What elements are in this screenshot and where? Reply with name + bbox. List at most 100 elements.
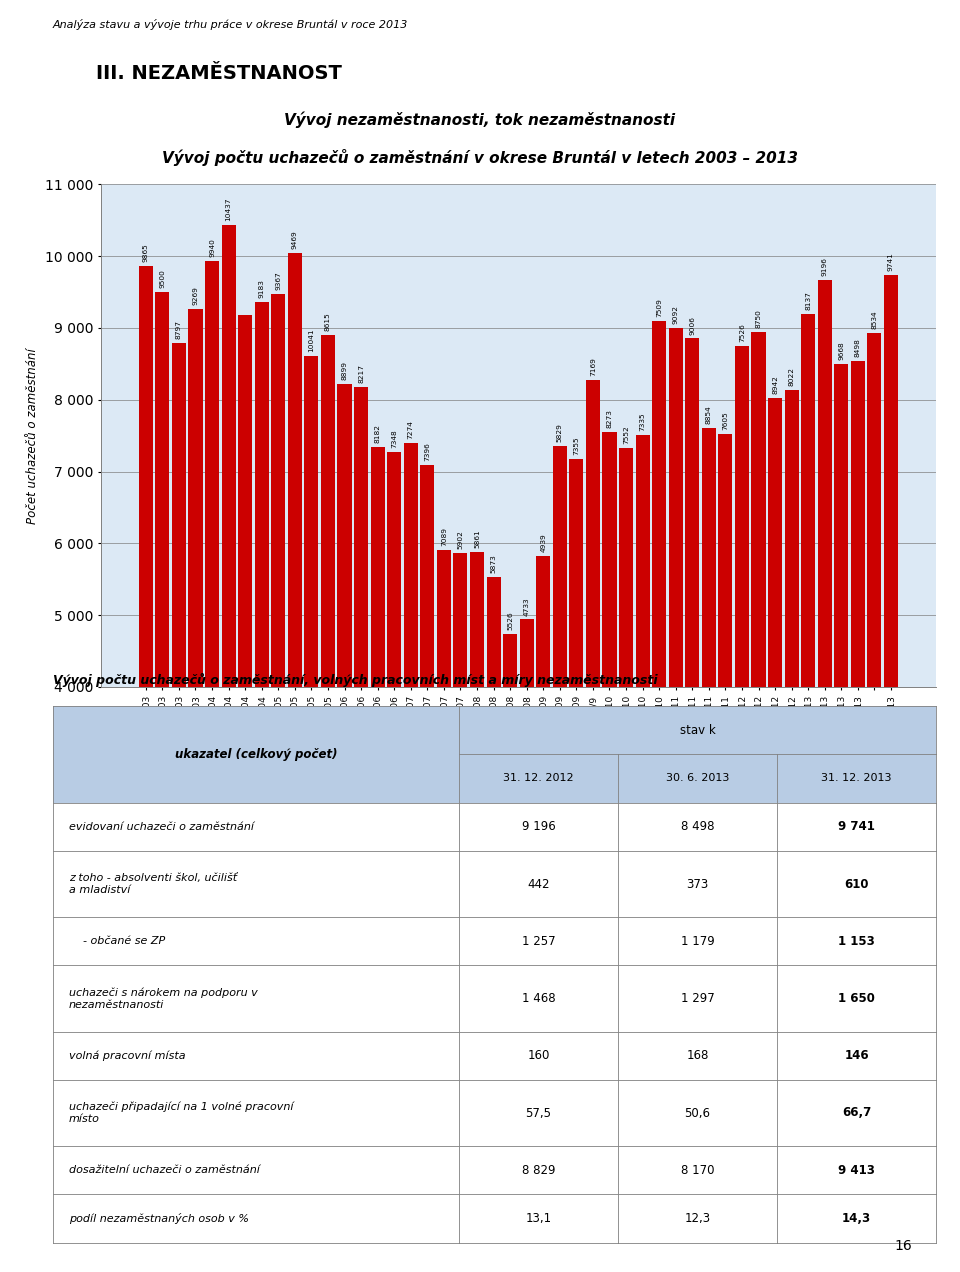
Text: 8942: 8942 (772, 375, 778, 394)
Text: 9741: 9741 (888, 252, 894, 271)
Text: 8182: 8182 (374, 424, 381, 443)
Text: 10437: 10437 (226, 197, 231, 221)
Text: 31. 12. 2013: 31. 12. 2013 (821, 773, 892, 784)
Text: 8797: 8797 (176, 319, 182, 338)
Text: 8899: 8899 (342, 361, 348, 380)
Text: 8137: 8137 (805, 291, 811, 310)
Bar (702, 429, 716, 974)
Text: Vývoj počtu uchazečů o zaměstnání, volných pracovních míst a míry nezaměstnanost: Vývoj počtu uchazečů o zaměstnání, volný… (53, 673, 658, 687)
Text: 9183: 9183 (259, 279, 265, 298)
Text: volná pracovní místa: volná pracovní místa (69, 1051, 185, 1061)
Bar (321, 336, 335, 974)
Text: z toho - absolventi škol, učilišť
a mladiství: z toho - absolventi škol, učilišť a mlad… (69, 874, 237, 894)
Text: 373: 373 (686, 878, 708, 890)
Text: 5829: 5829 (557, 424, 563, 443)
Bar (768, 398, 782, 974)
Bar (718, 434, 732, 974)
Bar (453, 553, 468, 974)
Text: 610: 610 (844, 878, 869, 890)
Bar (437, 551, 451, 974)
Bar (652, 322, 666, 974)
X-axis label: Vývoj v letech 2003 - 2013: Vývoj v letech 2003 - 2013 (415, 734, 622, 749)
Text: 31. 12. 2012: 31. 12. 2012 (503, 773, 574, 784)
Text: 5526: 5526 (507, 612, 514, 631)
Bar (669, 328, 683, 974)
Text: 160: 160 (527, 1049, 550, 1062)
Text: 4939: 4939 (540, 533, 546, 552)
Text: 7509: 7509 (656, 299, 662, 318)
Text: 9269: 9269 (193, 286, 199, 305)
Text: 9 741: 9 741 (838, 820, 875, 833)
Text: 9500: 9500 (159, 270, 165, 289)
Bar (553, 446, 566, 974)
Text: Vývoj počtu uchazečů o zaměstnání v okrese Bruntál v letech 2003 – 2013: Vývoj počtu uchazečů o zaměstnání v okre… (162, 149, 798, 165)
Text: 8534: 8534 (872, 310, 877, 328)
Text: 7355: 7355 (573, 436, 579, 455)
Text: 8273: 8273 (607, 410, 612, 427)
Text: 7169: 7169 (589, 357, 596, 377)
Bar (735, 346, 749, 974)
Text: 7396: 7396 (424, 443, 430, 462)
Text: 9196: 9196 (822, 257, 828, 276)
Bar (205, 261, 219, 974)
Text: 9469: 9469 (292, 230, 298, 249)
Text: 66,7: 66,7 (842, 1107, 871, 1119)
Text: 8 498: 8 498 (681, 820, 714, 833)
Bar (503, 635, 517, 974)
Text: 7335: 7335 (639, 412, 645, 431)
Text: 8750: 8750 (756, 309, 761, 328)
Text: dosažitelní uchazeči o zaměstnání: dosažitelní uchazeči o zaměstnání (69, 1165, 260, 1175)
Text: 9367: 9367 (276, 272, 281, 290)
Text: 7526: 7526 (739, 323, 745, 342)
Text: III. NEZAMĚSTNANOST: III. NEZAMĚSTNANOST (96, 64, 342, 83)
Text: 50,6: 50,6 (684, 1107, 710, 1119)
Bar (586, 380, 600, 974)
Y-axis label: Počet uchazečů o zaměstnání: Počet uchazečů o zaměstnání (26, 347, 39, 524)
Bar (470, 552, 484, 974)
Bar (387, 452, 401, 974)
Bar (420, 466, 434, 974)
Text: 57,5: 57,5 (525, 1107, 552, 1119)
Text: uchazeči připadající na 1 volné pracovní
místo: uchazeči připadající na 1 volné pracovní… (69, 1102, 294, 1124)
Text: 8022: 8022 (788, 368, 795, 385)
Bar (537, 556, 550, 974)
Text: 16: 16 (895, 1239, 912, 1253)
Text: 9 413: 9 413 (838, 1164, 875, 1177)
Text: stav k: stav k (680, 724, 715, 736)
Bar (254, 301, 269, 974)
Text: 9006: 9006 (689, 315, 695, 335)
Text: 9940: 9940 (209, 238, 215, 257)
Text: 13,1: 13,1 (525, 1212, 552, 1225)
Text: 7089: 7089 (441, 528, 447, 547)
Text: evidovaní uchazeči o zaměstnání: evidovaní uchazeči o zaměstnání (69, 822, 254, 832)
Bar (156, 293, 169, 974)
Text: 5861: 5861 (474, 529, 480, 548)
Text: 1 179: 1 179 (681, 935, 714, 948)
Bar (752, 332, 765, 974)
Bar (868, 332, 881, 974)
Bar (818, 280, 831, 974)
Bar (636, 435, 650, 974)
Bar (288, 253, 301, 974)
Text: 5873: 5873 (491, 555, 496, 574)
Bar (519, 619, 534, 974)
Bar (354, 387, 368, 974)
Text: 8854: 8854 (706, 406, 711, 424)
Text: 7348: 7348 (392, 429, 397, 448)
Bar (569, 459, 584, 974)
Text: podíl nezaměstnaných osob v %: podíl nezaměstnaných osob v % (69, 1213, 249, 1224)
Bar (834, 364, 849, 974)
Bar (884, 275, 898, 974)
Text: 10041: 10041 (308, 328, 315, 351)
Text: 7552: 7552 (623, 425, 629, 444)
Text: uchazeči s nárokem na podporu v
nezaměstnanosti: uchazeči s nárokem na podporu v nezaměst… (69, 987, 258, 1010)
Text: 7274: 7274 (408, 420, 414, 439)
Bar (487, 577, 500, 974)
Bar (139, 266, 153, 974)
Bar (685, 338, 699, 974)
Text: 7605: 7605 (722, 411, 729, 430)
Bar (304, 356, 319, 974)
Text: Analýza stavu a vývoje trhu práce v okrese Bruntál v roce 2013: Analýza stavu a vývoje trhu práce v okre… (53, 19, 408, 31)
Text: 146: 146 (844, 1049, 869, 1062)
Text: 1 153: 1 153 (838, 935, 875, 948)
